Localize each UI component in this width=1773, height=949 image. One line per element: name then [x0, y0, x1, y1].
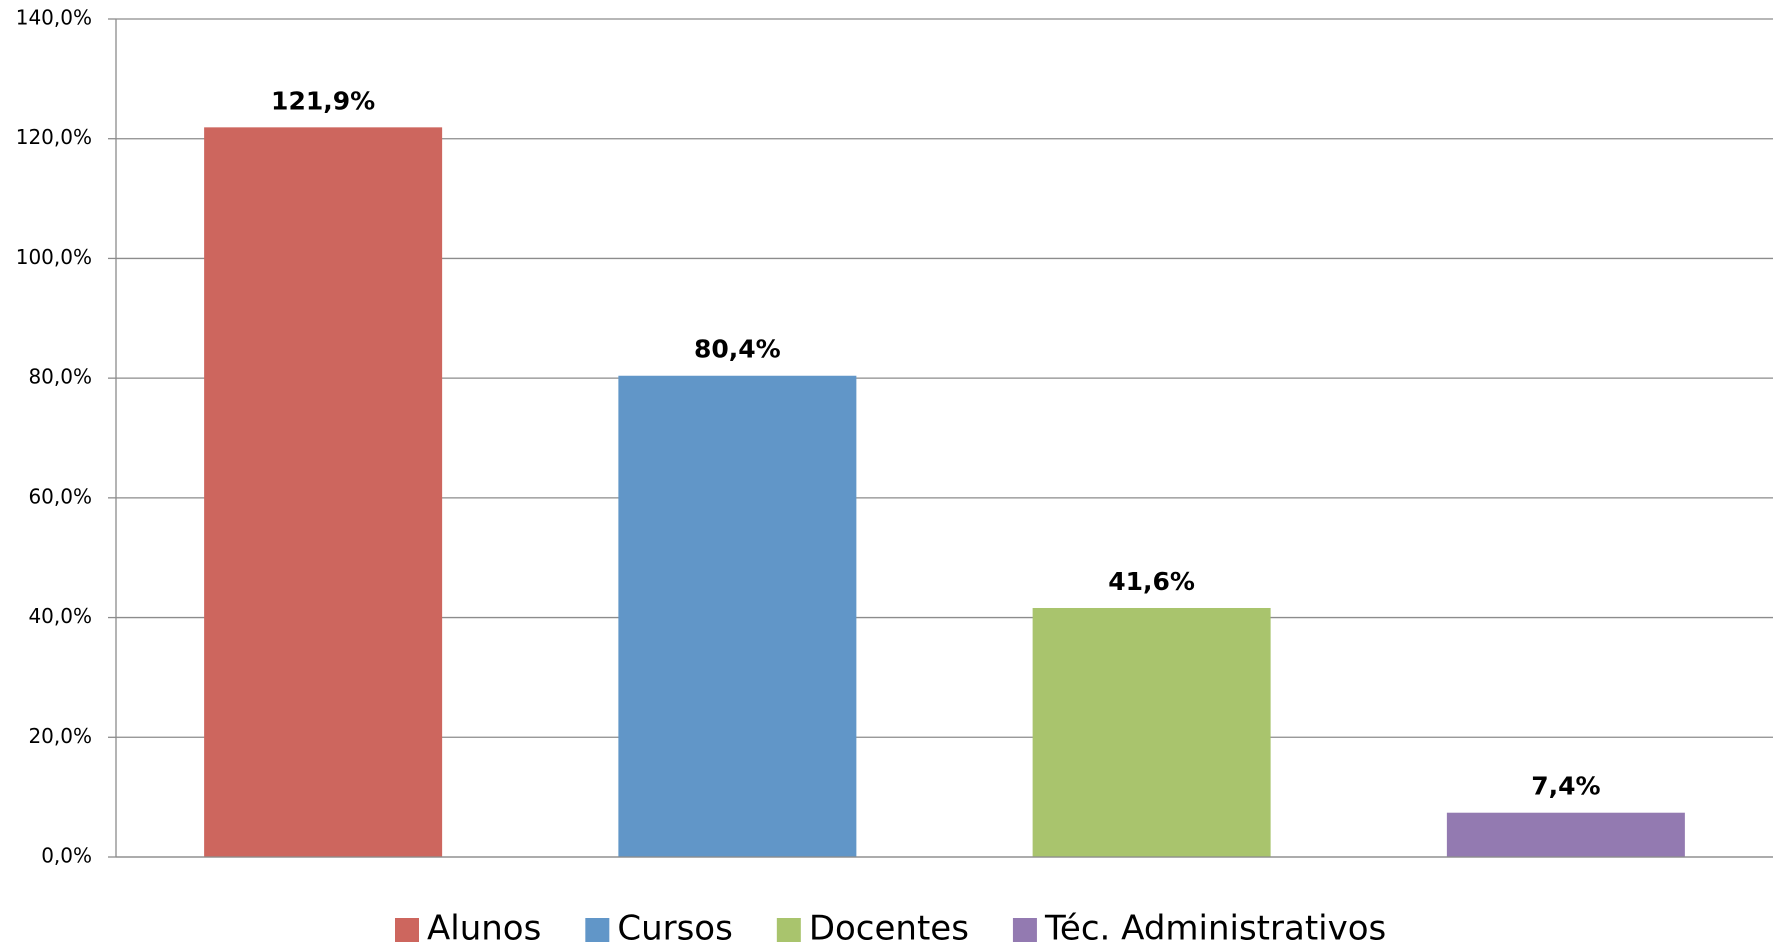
- bar: [204, 127, 443, 857]
- y-tick-label: 0,0%: [41, 844, 92, 868]
- value-label: 80,4%: [694, 335, 781, 364]
- legend-swatch: [585, 918, 610, 942]
- bar: [1032, 607, 1271, 857]
- y-tick-label: 40,0%: [28, 604, 92, 628]
- legend-label: Téc. Administrativos: [1044, 909, 1386, 949]
- y-tick-label: 140,0%: [16, 6, 92, 30]
- y-tick-label: 20,0%: [28, 724, 92, 748]
- legend-swatch: [1012, 918, 1037, 942]
- legend-swatch: [776, 918, 801, 942]
- y-tick-label: 60,0%: [28, 484, 92, 508]
- y-tick-label: 120,0%: [16, 125, 92, 149]
- y-tick-label: 80,0%: [28, 365, 92, 389]
- bar: [618, 375, 857, 857]
- value-label: 7,4%: [1531, 772, 1600, 801]
- value-label: 121,9%: [271, 86, 375, 115]
- y-tick-label: 100,0%: [16, 245, 92, 269]
- bar: [1446, 812, 1685, 857]
- value-label: 41,6%: [1108, 567, 1195, 596]
- legend-swatch: [395, 918, 419, 942]
- legend-label: Cursos: [617, 909, 733, 949]
- legend-label: Alunos: [427, 909, 541, 949]
- legend-label: Docentes: [809, 909, 969, 949]
